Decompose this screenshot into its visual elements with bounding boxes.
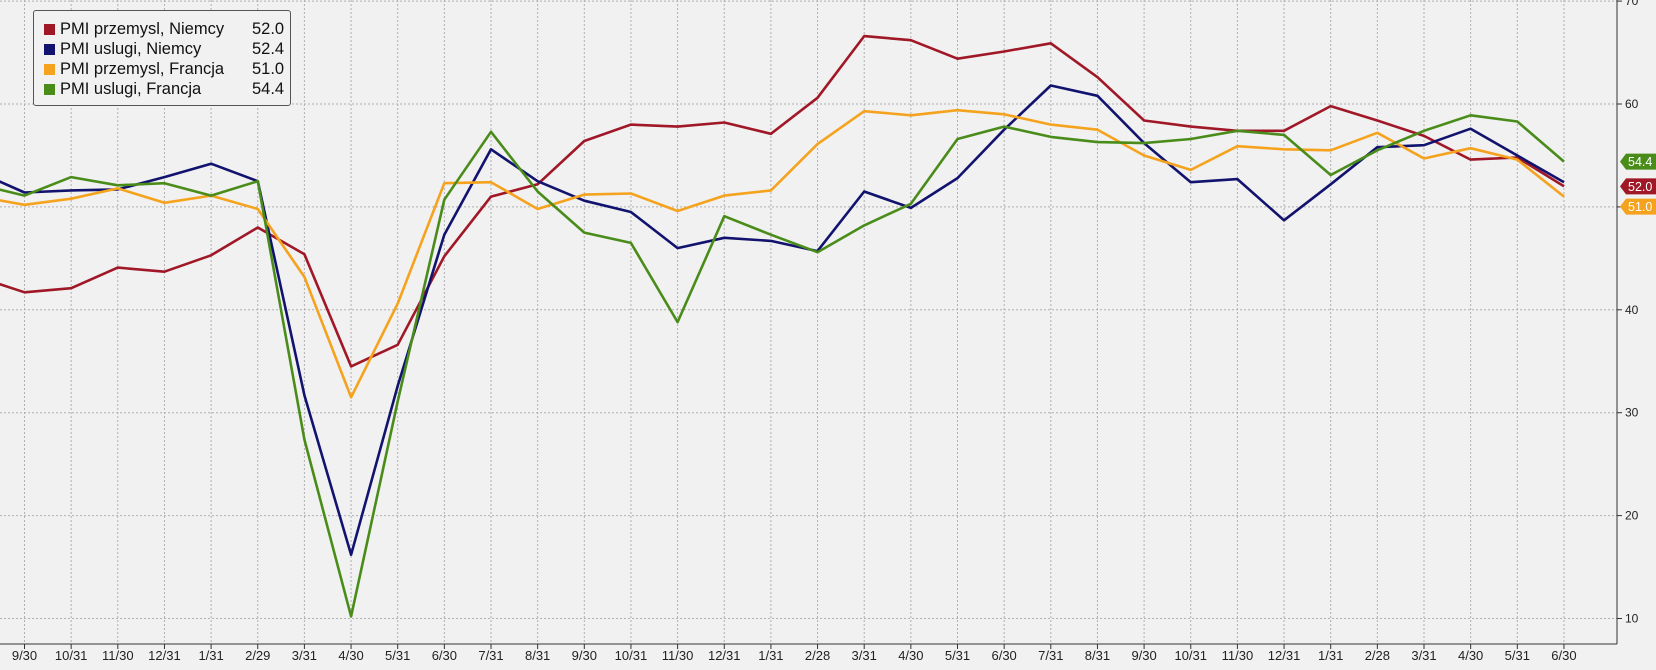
x-tick-label: 1/31 bbox=[758, 648, 783, 663]
legend-swatch bbox=[44, 63, 55, 75]
x-tick-label: 1/31 bbox=[1318, 648, 1343, 663]
legend-swatch bbox=[44, 43, 55, 55]
end-value-tag bbox=[1620, 178, 1656, 195]
series-line-1 bbox=[0, 34, 1565, 368]
x-tick-label: 6/30 bbox=[991, 648, 1016, 663]
end-value-label: 54.4 bbox=[1628, 155, 1652, 169]
legend-series-value: 52.4 bbox=[252, 39, 285, 58]
y-tick-label: 10 bbox=[1625, 612, 1639, 626]
legend-swatch bbox=[44, 83, 55, 95]
x-tick-label: 11/30 bbox=[662, 648, 694, 663]
legend-series-value: 54.4 bbox=[252, 79, 285, 98]
x-tick-label: 9/30 bbox=[1131, 648, 1156, 663]
legend-series-value: 52.0 bbox=[252, 19, 285, 38]
x-tick-label: 4/30 bbox=[1458, 648, 1483, 663]
x-tick-label: 9/30 bbox=[12, 648, 37, 663]
x-tick-label: 6/30 bbox=[432, 648, 457, 663]
legend-item: PMI uslugi, Niemcy 52.4 bbox=[44, 39, 290, 59]
x-tick-label: 2/29 bbox=[245, 648, 270, 663]
legend-item: PMI przemysl, Niemcy 52.0 bbox=[44, 19, 290, 39]
legend-swatch bbox=[44, 23, 55, 35]
x-tick-label: 3/31 bbox=[292, 648, 317, 663]
x-tick-label: 12/31 bbox=[148, 648, 181, 663]
plot-area bbox=[0, 0, 1617, 644]
x-tick-label: 7/31 bbox=[478, 648, 503, 663]
x-tick-label: 9/30 bbox=[572, 648, 597, 663]
x-tick-label: 8/31 bbox=[1085, 648, 1110, 663]
series-line-2 bbox=[0, 84, 1565, 557]
x-tick-label: 10/31 bbox=[615, 648, 648, 663]
x-tick-label: 12/31 bbox=[708, 648, 741, 663]
x-tick-label: 1/31 bbox=[198, 648, 223, 663]
x-tick-label: 11/30 bbox=[102, 648, 134, 663]
x-tick-label: 5/31 bbox=[1505, 648, 1530, 663]
x-tick-label: 11/30 bbox=[1222, 648, 1254, 663]
end-value-label: 51.0 bbox=[1628, 200, 1652, 214]
x-tick-label: 5/31 bbox=[945, 648, 970, 663]
x-tick-label: 2/28 bbox=[805, 648, 830, 663]
y-tick-label: 30 bbox=[1625, 406, 1639, 420]
x-tick-label: 4/30 bbox=[898, 648, 923, 663]
y-tick-label: 40 bbox=[1625, 303, 1639, 317]
legend-series-name: PMI uslugi, Francja bbox=[60, 79, 202, 98]
x-tick-label: 2/28 bbox=[1365, 648, 1390, 663]
x-tick-label: 6/30 bbox=[1551, 648, 1576, 663]
x-tick-label: 8/31 bbox=[525, 648, 550, 663]
x-tick-label: 3/31 bbox=[852, 648, 877, 663]
y-tick-label: 60 bbox=[1625, 97, 1639, 111]
legend-item: PMI przemysl, Francja 51.0 bbox=[44, 59, 290, 79]
legend-item: PMI uslugi, Francja 54.4 bbox=[44, 79, 290, 99]
legend-series-name: PMI uslugi, Niemcy bbox=[60, 39, 202, 58]
end-value-label: 52.0 bbox=[1628, 180, 1652, 194]
x-tick-label: 10/31 bbox=[1174, 648, 1207, 663]
end-value-tag bbox=[1620, 198, 1656, 215]
legend-series-name: PMI przemysl, Niemcy bbox=[60, 19, 225, 38]
x-tick-label: 10/31 bbox=[55, 648, 88, 663]
y-tick-label: 20 bbox=[1625, 509, 1639, 523]
x-tick-label: 7/31 bbox=[1038, 648, 1063, 663]
x-tick-label: 5/31 bbox=[385, 648, 410, 663]
series-line-4 bbox=[0, 114, 1565, 618]
x-tick-label: 4/30 bbox=[338, 648, 363, 663]
x-tick-label: 12/31 bbox=[1268, 648, 1301, 663]
legend-series-name: PMI przemysl, Francja bbox=[60, 59, 225, 78]
x-tick-label: 3/31 bbox=[1411, 648, 1436, 663]
end-value-tag bbox=[1620, 153, 1656, 170]
legend: PMI przemysl, Niemcy 52.0 PMI uslugi, Niem… bbox=[33, 10, 291, 106]
y-tick-label: 70 bbox=[1625, 0, 1639, 8]
legend-series-value: 51.0 bbox=[252, 59, 285, 78]
